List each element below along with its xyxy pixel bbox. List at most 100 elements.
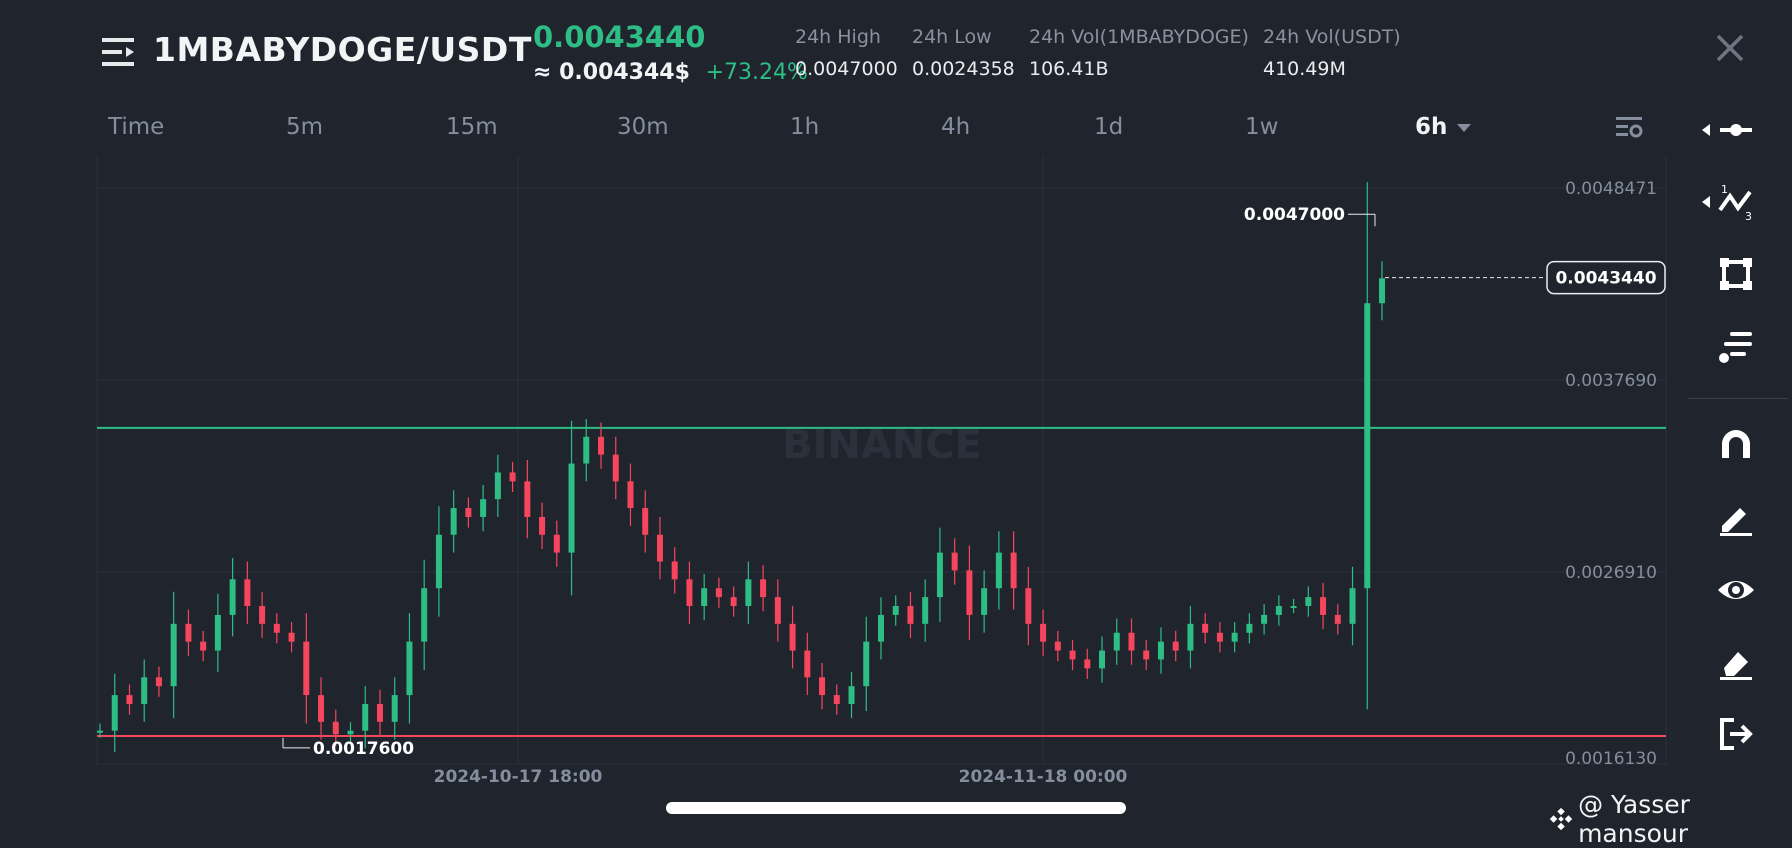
low-marker-label: 0.0017600: [313, 739, 414, 759]
candle-body: [995, 552, 1002, 589]
drawing-toolbar: 1 3: [1680, 100, 1792, 780]
candle-body: [1054, 641, 1061, 651]
tab-30m[interactable]: 30m: [617, 114, 669, 140]
tool-horizontal-line[interactable]: [1702, 104, 1762, 156]
candle-body: [1128, 632, 1135, 651]
candle-body: [421, 588, 428, 642]
svg-text:3: 3: [1745, 210, 1752, 222]
svg-text:1: 1: [1721, 183, 1728, 196]
candle-body: [789, 623, 796, 651]
candle-body: [760, 579, 767, 598]
candle-body: [1334, 614, 1341, 624]
tool-eye[interactable]: [1710, 564, 1762, 616]
candle-body: [391, 695, 398, 722]
candle-body: [1261, 614, 1268, 624]
tool-eraser[interactable]: [1710, 636, 1762, 688]
candle-body: [1187, 623, 1194, 651]
horizontal-line-icon: [1720, 124, 1752, 136]
candle-body: [1084, 659, 1091, 669]
magnet-icon: [1722, 430, 1750, 458]
candle-body: [1202, 623, 1209, 633]
tab-4h[interactable]: 4h: [941, 114, 971, 140]
eye-icon: [1718, 581, 1754, 599]
candle-body: [863, 641, 870, 687]
candle-body: [332, 721, 339, 735]
candle-body: [981, 588, 988, 615]
candle-body: [1010, 552, 1017, 589]
candle-body: [1275, 606, 1282, 615]
candle-body: [1246, 623, 1253, 633]
current-price-label: 0.0043440: [1555, 269, 1656, 289]
tool-fib[interactable]: [1710, 320, 1762, 372]
candle-body: [1305, 597, 1312, 607]
candle-body: [1040, 623, 1047, 642]
eraser-icon: [1720, 652, 1752, 680]
tab-6h[interactable]: 6h: [1415, 114, 1472, 140]
candle-body: [97, 730, 103, 733]
candlestick-chart[interactable]: 0.0048471 0.0037690 0.0026910 0.0016130 2024…: [0, 150, 1680, 790]
candle-body: [1143, 650, 1150, 660]
high-marker-label: 0.0047000: [1244, 205, 1345, 225]
stat-vol-quote-value: 410.49M: [1263, 58, 1346, 80]
candle-body: [126, 695, 133, 704]
tab-6h-label: 6h: [1415, 114, 1448, 140]
candle-body: [922, 597, 929, 624]
candle-body: [318, 695, 325, 722]
candle-body: [907, 606, 914, 624]
candle-body: [671, 561, 678, 580]
candle-body: [376, 703, 383, 722]
y-tick-label: 0.0037690: [1565, 371, 1657, 391]
candle-body: [229, 579, 236, 615]
candle-body: [1157, 641, 1164, 660]
usd-price: ≈ 0.004344$ +73.24%: [533, 60, 808, 85]
candle-body: [170, 623, 177, 687]
tab-5m[interactable]: 5m: [286, 114, 324, 140]
pencil-icon: [1720, 508, 1752, 536]
stat-high-label: 24h High: [795, 26, 881, 48]
tool-magnet[interactable]: [1710, 420, 1762, 472]
interval-tabs: Time 5m 15m 30m 1h 4h 1d 1w 6h: [0, 108, 1660, 152]
stat-low-label: 24h Low: [912, 26, 992, 48]
tab-1h[interactable]: 1h: [790, 114, 820, 140]
candle-body: [966, 570, 973, 615]
stat-high-value: 0.0047000: [795, 58, 898, 80]
tab-1d[interactable]: 1d: [1094, 114, 1124, 140]
candle-body: [362, 703, 369, 731]
candle-body: [774, 597, 781, 624]
last-price: 0.0043440: [533, 20, 706, 54]
tab-15m[interactable]: 15m: [446, 114, 498, 140]
candle-body: [185, 623, 192, 642]
x-tick-label: 2024-11-18 00:00: [959, 767, 1128, 787]
tool-pencil[interactable]: [1710, 492, 1762, 544]
tool-shape[interactable]: [1710, 248, 1762, 300]
candle-body: [819, 677, 826, 696]
candle-body: [612, 454, 619, 482]
candle-body: [1320, 597, 1327, 615]
fib-icon: [1719, 332, 1752, 363]
home-indicator[interactable]: [666, 802, 1126, 814]
y-tick-label: 0.0026910: [1565, 563, 1657, 583]
chevron-down-icon: [1457, 123, 1472, 132]
y-tick-label: 0.0016130: [1565, 749, 1657, 769]
candle-body: [656, 534, 663, 562]
chart-settings-icon[interactable]: [1614, 112, 1644, 142]
menu-icon[interactable]: [102, 36, 136, 70]
close-icon[interactable]: [1712, 30, 1748, 66]
tab-time[interactable]: Time: [108, 114, 165, 140]
tab-1w[interactable]: 1w: [1245, 114, 1279, 140]
candle-body: [1364, 303, 1371, 589]
candle-body: [480, 499, 487, 517]
binance-watermark: BINANCE: [782, 422, 982, 468]
candle-body: [273, 623, 280, 633]
candle-body: [303, 641, 310, 696]
tool-trend-lines[interactable]: 1 3: [1702, 176, 1762, 228]
tool-exit[interactable]: [1710, 708, 1762, 760]
candle-body: [936, 552, 943, 598]
candle-body: [583, 436, 590, 464]
binance-logo-icon: [1549, 807, 1573, 831]
y-tick-label: 0.0048471: [1565, 179, 1657, 199]
pair-title: 1MBABYDOGE/USDT: [153, 30, 532, 69]
credit-text: @ Yasser mansour: [1578, 790, 1690, 848]
candle-body: [1349, 588, 1356, 624]
candle-body: [494, 472, 501, 500]
